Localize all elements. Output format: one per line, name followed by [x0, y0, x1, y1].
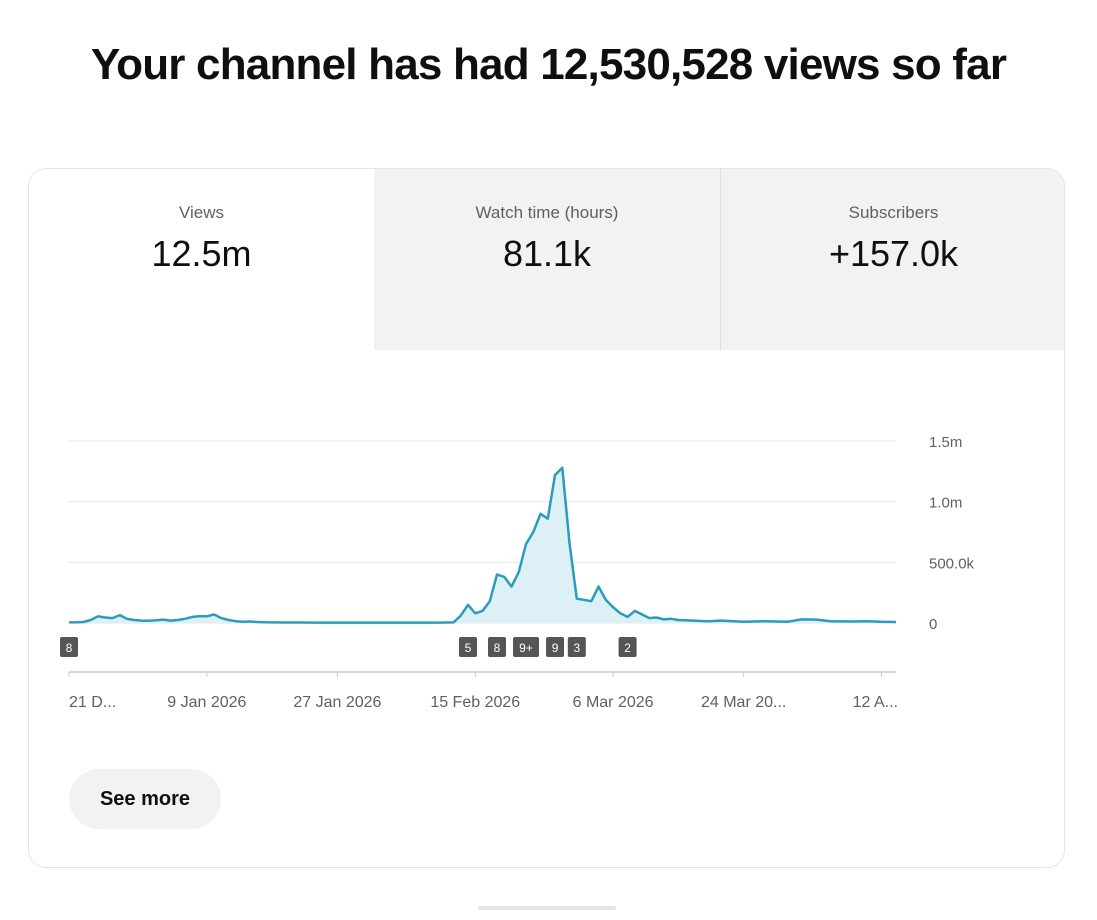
tab-watch-time-value: 81.1k	[502, 233, 592, 274]
x-tick-label: 9 Jan 2026	[167, 694, 246, 711]
x-tick-label: 15 Feb 2026	[430, 694, 520, 711]
see-more-button[interactable]: See more	[69, 769, 221, 829]
video-marker	[60, 637, 78, 657]
y-tick-label: 500.0k	[929, 555, 975, 572]
video-marker-label: 5	[465, 641, 472, 655]
x-tick-label: 12 A...	[853, 694, 898, 711]
x-tick-label: 27 Jan 2026	[293, 694, 381, 711]
video-marker-label: 8	[494, 641, 501, 655]
x-tick-label: 21 D...	[69, 694, 116, 711]
views-chart: 1.5m 1.0m 500.0k 0 8 5 8 9+ 9 3 2 21 D... 9 Jan 2026…	[29, 350, 1064, 750]
video-marker	[458, 637, 477, 657]
tab-views[interactable]: Views 12.5m	[29, 169, 374, 350]
video-marker-label: 8	[66, 641, 73, 655]
video-marker	[546, 637, 565, 657]
views-line	[68, 466, 897, 624]
video-marker	[618, 637, 637, 657]
y-tick-label: 1.5m	[929, 434, 962, 451]
y-tick-label: 0	[929, 616, 937, 633]
bottom-sheet-handle[interactable]	[478, 906, 616, 910]
views-chart-svg: 1.5m 1.0m 500.0k 0 8 5 8 9+ 9 3 2 21 D... 9 Jan 2026…	[60, 434, 975, 711]
tab-watch-time[interactable]: Watch time (hours) 81.1k	[374, 169, 721, 350]
tab-subscribers-label: Subscribers	[848, 203, 939, 222]
video-marker	[567, 637, 586, 657]
page-title: Your channel has had 12,530,528 views so…	[90, 40, 1007, 89]
video-marker-label: 2	[624, 641, 631, 655]
analytics-card: Views 12.5m Watch time (hours) 81.1k Sub…	[28, 168, 1065, 868]
views-area	[69, 467, 896, 623]
y-tick-label: 1.0m	[929, 495, 962, 512]
video-marker-label: 9+	[519, 641, 533, 655]
x-tick-label: 6 Mar 2026	[573, 694, 654, 711]
video-marker	[488, 637, 507, 657]
x-tick-label: 24 Mar 20...	[701, 694, 786, 711]
tab-subscribers[interactable]: Subscribers +157.0k	[721, 169, 1064, 350]
video-marker	[513, 637, 540, 657]
tab-subscribers-value: +157.0k	[828, 233, 959, 274]
metric-tabs: Views 12.5m Watch time (hours) 81.1k Sub…	[29, 169, 1064, 350]
tab-watch-time-label: Watch time (hours)	[475, 203, 619, 222]
video-marker-label: 9	[552, 641, 559, 655]
tab-views-label: Views	[178, 203, 225, 222]
video-marker-label: 3	[573, 641, 580, 655]
tab-views-value: 12.5m	[151, 233, 252, 274]
